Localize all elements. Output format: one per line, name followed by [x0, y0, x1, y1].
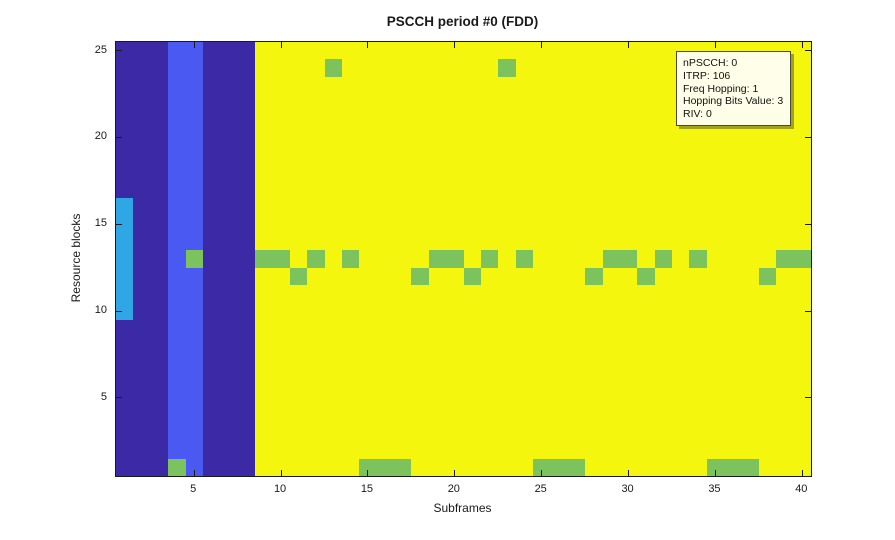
- pscch-allocation-cell: [776, 250, 794, 268]
- x-tick-label: 35: [708, 483, 721, 495]
- x-tick-top: [801, 42, 803, 48]
- plot-title: PSCCH period #0 (FDD): [386, 14, 539, 29]
- x-tick-top: [280, 42, 282, 48]
- y-tick-left: [116, 310, 122, 312]
- x-tick-bottom: [454, 470, 456, 476]
- y-tick-left: [116, 136, 122, 138]
- pscch-allocation-cell: [272, 250, 290, 268]
- pscch-allocation-cell: [255, 250, 273, 268]
- pscch-allocation-cell: [550, 458, 568, 476]
- y-tick-label: 15: [94, 217, 107, 230]
- x-tick-bottom: [541, 470, 543, 476]
- pscch-allocation-cell: [793, 250, 811, 268]
- x-tick-top: [367, 42, 369, 48]
- x-tick-label: 25: [534, 483, 547, 495]
- y-tick-right: [805, 223, 811, 225]
- infobox-line: Hopping Bits Value: 3: [683, 95, 784, 108]
- pscch-allocation-cell: [307, 250, 325, 268]
- pscch-resource-block-pool-cyan: [116, 198, 134, 320]
- pscch-allocation-cell: [324, 59, 342, 77]
- y-tick-left: [116, 50, 122, 52]
- parameter-infobox: nPSCCH: 0 ITRP: 106 Freq Hopping: 1 Hopping…: [676, 51, 791, 126]
- pscch-allocation-cell: [533, 458, 551, 476]
- y-tick-label: 20: [94, 130, 107, 143]
- pscch-allocation-cell: [602, 250, 620, 268]
- pscch-allocation-cell: [585, 267, 603, 286]
- x-tick-bottom: [280, 470, 282, 476]
- pscch-allocation-cell: [706, 458, 725, 476]
- x-tick-label: 15: [360, 483, 374, 495]
- y-tick-left: [116, 397, 122, 399]
- pscch-allocation-cell: [758, 267, 777, 286]
- x-tick-label: 10: [273, 483, 287, 495]
- pscch-allocation-cell: [411, 267, 429, 286]
- y-tick-right: [805, 50, 811, 52]
- pscch-allocation-cell: [619, 250, 638, 268]
- pscch-allocation-cell: [741, 458, 759, 476]
- x-tick-top: [454, 42, 456, 48]
- y-tick-label: 25: [94, 43, 107, 56]
- pscch-allocation-cell: [185, 250, 203, 268]
- pscch-allocation-cell: [480, 250, 499, 268]
- x-tick-top: [193, 42, 195, 48]
- pscch-allocation-cell: [289, 267, 308, 286]
- x-tick-label: 30: [621, 483, 634, 495]
- pscch-allocation-cell: [168, 458, 186, 476]
- pscch-allocation-cell: [428, 250, 447, 268]
- y-tick-label: 5: [100, 390, 107, 403]
- y-tick-right: [805, 136, 811, 138]
- pscch-allocation-cell: [689, 250, 707, 268]
- x-tick-bottom: [367, 470, 369, 476]
- x-tick-bottom: [193, 470, 195, 476]
- x-tick-label: 5: [190, 483, 197, 495]
- y-tick-right: [805, 397, 811, 399]
- x-tick-label: 40: [795, 483, 808, 495]
- infobox-line: RIV: 0: [683, 108, 712, 121]
- infobox-line: ITRP: 106: [683, 69, 731, 82]
- pscch-allocation-cell: [446, 250, 464, 268]
- pscch-allocation-cell: [654, 250, 672, 268]
- x-tick-top: [714, 42, 716, 48]
- pscch-allocation-cell: [515, 250, 533, 268]
- x-tick-top: [541, 42, 543, 48]
- x-tick-label: 20: [447, 483, 460, 495]
- plot-area: [115, 41, 812, 477]
- pscch-allocation-cell: [359, 458, 377, 476]
- pscch-allocation-cell: [341, 250, 360, 268]
- x-tick-bottom: [801, 470, 803, 476]
- y-tick-right: [805, 310, 811, 312]
- pscch-allocation-cell: [498, 59, 516, 77]
- y-tick-left: [116, 223, 122, 225]
- x-tick-top: [628, 42, 630, 48]
- x-tick-bottom: [714, 470, 716, 476]
- x-axis-label: Subframes: [433, 501, 492, 515]
- pscch-allocation-cell: [394, 458, 412, 476]
- y-tick-label: 10: [94, 304, 107, 317]
- infobox-line: nPSCCH: 0: [683, 57, 738, 69]
- pscch-allocation-cell: [463, 267, 481, 286]
- pscch-allocation-cell: [724, 458, 742, 476]
- pscch-allocation-cell: [376, 458, 394, 476]
- infobox-line: Freq Hopping: 1: [683, 82, 759, 95]
- pscch-allocation-cell: [567, 458, 586, 476]
- pscch-allocation-cell: [637, 267, 655, 286]
- x-tick-bottom: [628, 470, 630, 476]
